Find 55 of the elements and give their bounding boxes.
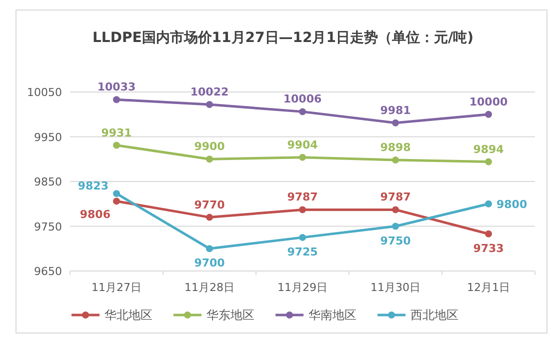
x-tick-label: 12月1日 [467, 281, 510, 294]
point [392, 119, 399, 126]
point [113, 96, 120, 104]
data-label: 9931 [101, 126, 132, 140]
data-label: 9894 [473, 142, 504, 156]
x-tick-label: 11月30日 [370, 281, 420, 294]
point [113, 142, 120, 149]
legend-label: 西北地区 [410, 308, 458, 322]
data-label: 9800 [496, 198, 528, 211]
y-tick-label: 9950 [34, 130, 62, 144]
data-label: 10033 [97, 80, 136, 94]
point [299, 108, 306, 116]
data-label: 9787 [380, 190, 411, 204]
legend-label: 华南地区 [308, 308, 356, 322]
data-label: 10022 [190, 86, 229, 99]
point [485, 110, 492, 118]
point [392, 206, 399, 214]
data-label: 9700 [194, 256, 226, 270]
x-tick-label: 11月27日 [92, 281, 142, 294]
point [299, 154, 306, 161]
data-label: 9823 [78, 180, 108, 193]
chart-title: LLDPE国内市场价11月27日—12月1日走势（单位：元/吨) [92, 29, 474, 46]
data-label: 10006 [283, 92, 322, 106]
data-label: 10000 [469, 95, 508, 108]
point [206, 214, 213, 221]
point [206, 156, 213, 163]
x-tick-label: 11月28日 [184, 281, 234, 294]
point [113, 190, 120, 198]
point [485, 158, 492, 166]
data-label: 9733 [473, 242, 504, 255]
x-tick-label: 11月29日 [278, 281, 328, 294]
data-label: 9806 [80, 208, 111, 222]
data-label: 9981 [380, 104, 411, 117]
point [485, 230, 492, 238]
data-label: 9750 [380, 234, 412, 248]
data-label: 9787 [287, 190, 318, 204]
y-tick-label: 9750 [34, 220, 62, 234]
point [206, 101, 213, 108]
data-label: 9904 [287, 138, 318, 152]
point [392, 222, 399, 230]
y-tick-label: 9850 [34, 176, 62, 188]
point [299, 206, 306, 214]
legend-label: 华东地区 [206, 308, 254, 322]
y-tick-label: 9650 [34, 265, 62, 278]
legend-label: 华北地区 [104, 308, 152, 322]
point [392, 156, 399, 164]
point [485, 200, 492, 208]
point [113, 198, 120, 205]
point [206, 245, 213, 252]
data-label: 9725 [287, 245, 318, 258]
y-tick-label: 10050 [27, 86, 62, 99]
data-label: 9770 [194, 198, 226, 212]
point [299, 234, 306, 241]
data-label: 9900 [194, 140, 226, 154]
data-label: 9898 [380, 141, 411, 154]
